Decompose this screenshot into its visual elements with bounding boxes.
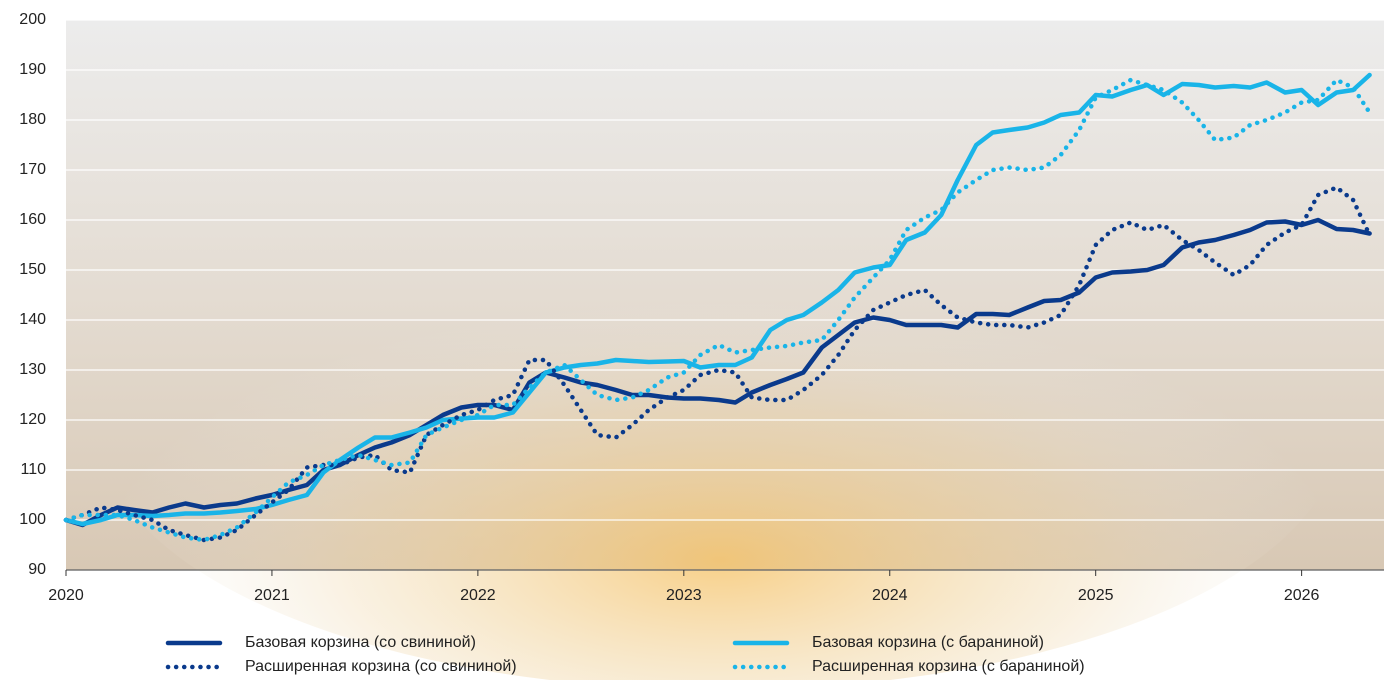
page: 90 100 110 120 130 140 150 160 170 180 190 200 2020 2… — [0, 0, 1384, 680]
y-tick-label: 160 — [19, 211, 46, 228]
x-tick-label: 2023 — [666, 587, 702, 604]
legend-label: Расширенная корзина (с бараниной) — [812, 658, 1085, 675]
y-tick-label: 170 — [19, 161, 46, 178]
y-tick-label: 150 — [19, 261, 46, 278]
x-tick-label: 2024 — [872, 587, 908, 604]
y-tick-label: 100 — [19, 511, 46, 528]
x-tick-label: 2021 — [254, 587, 290, 604]
legend-label: Базовая корзина (с бараниной) — [812, 634, 1044, 651]
y-tick-label: 140 — [19, 311, 46, 328]
y-tick-label: 130 — [19, 361, 46, 378]
x-tick-label: 2026 — [1284, 587, 1320, 604]
x-tick-label: 2022 — [460, 587, 496, 604]
chart: 90 100 110 120 130 140 150 160 170 180 190 200 2020 2… — [0, 0, 1384, 680]
y-tick-label: 180 — [19, 111, 46, 128]
y-tick-label: 90 — [28, 561, 46, 578]
legend-label: Базовая корзина (со свининой) — [245, 634, 476, 651]
y-tick-label: 200 — [19, 11, 46, 28]
legend-label: Расширенная корзина (со свининой) — [245, 658, 517, 675]
y-tick-label: 190 — [19, 61, 46, 78]
y-tick-label: 120 — [19, 411, 46, 428]
y-tick-label: 110 — [20, 461, 46, 478]
x-tick-label: 2020 — [48, 587, 84, 604]
x-tick-label: 2025 — [1078, 587, 1114, 604]
